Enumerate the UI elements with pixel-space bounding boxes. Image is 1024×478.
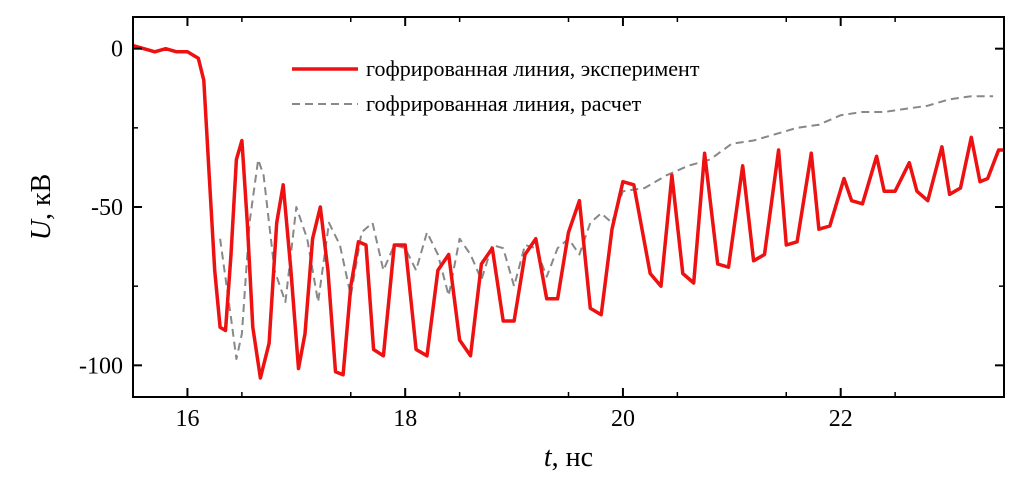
y-tick-label: 0 (111, 37, 123, 63)
series-line-calculation (219, 95, 994, 360)
legend-label-calculation: гофрированная линия, расчет (366, 91, 642, 116)
y-tick-label: -50 (91, 195, 123, 221)
x-tick-label: 22 (829, 406, 853, 432)
x-tick-label: 18 (393, 406, 417, 432)
legend-label-experiment: гофрированная линия, эксперимент (366, 56, 700, 81)
y-axis-label: U, кВ (26, 174, 57, 241)
legend: гофрированная линия, эксперимент гофриро… (292, 56, 700, 116)
y-axis-variable: U (26, 218, 57, 240)
x-tick-label: 20 (611, 406, 635, 432)
x-axis-variable: t (544, 442, 553, 473)
x-tick-label: 16 (175, 406, 199, 432)
series-line-experiment (133, 43, 1004, 380)
series-layer (133, 43, 1004, 380)
y-tick-label: -100 (79, 353, 123, 379)
ticks-layer: 16 18 20 22 0 -50 -100 (79, 17, 1005, 432)
x-axis-unit: , нс (552, 442, 593, 473)
x-axis-label: t, нс (544, 442, 593, 473)
y-axis-unit: , кВ (26, 174, 57, 220)
